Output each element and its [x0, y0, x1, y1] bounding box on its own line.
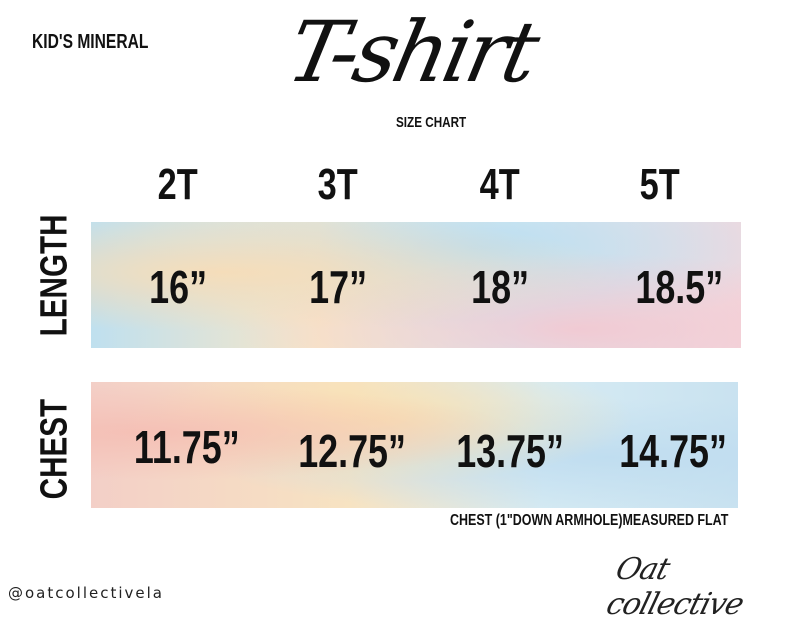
title-script: T-shirt [279, 3, 544, 101]
social-handle: @oatcollectivela [8, 584, 164, 602]
length-value-3t: 17” [309, 261, 367, 313]
subtitle: SIZE CHART [396, 114, 467, 131]
length-value-2t: 16” [149, 261, 207, 313]
chest-value-5t: 14.75” [619, 425, 727, 477]
size-header-5t: 5T [639, 160, 681, 209]
chest-value-3t: 12.75” [298, 425, 406, 477]
brand-label: KID'S MINERAL [32, 31, 149, 53]
chest-value-2t: 11.75” [134, 421, 240, 473]
size-header-3t: 3T [317, 160, 359, 209]
length-row-background [91, 222, 741, 348]
length-value-5t: 18.5” [635, 261, 723, 313]
row-label-length: LENGTH [33, 214, 76, 337]
length-value-4t: 18” [471, 261, 529, 313]
size-header-4t: 4T [479, 160, 521, 209]
row-label-chest: CHEST [33, 399, 76, 500]
chest-value-4t: 13.75” [456, 425, 564, 477]
measurement-note: CHEST (1"DOWN ARMHOLE)MEASURED FLAT [450, 512, 729, 529]
size-header-2t: 2T [157, 160, 199, 209]
chest-row-background [91, 382, 738, 508]
